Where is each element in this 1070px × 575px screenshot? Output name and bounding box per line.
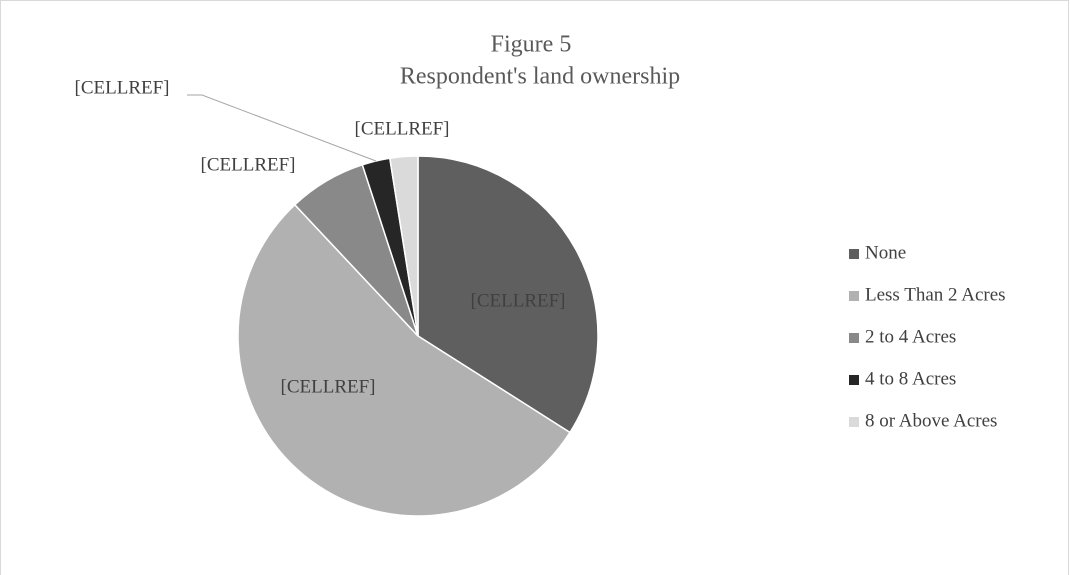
pie-slice	[417, 155, 599, 434]
pie-slice	[388, 155, 419, 337]
data-label: [CELLREF]	[471, 290, 566, 311]
legend-label: 4 to 8 Acres	[865, 368, 956, 389]
legend-label: 2 to 4 Acres	[865, 326, 956, 347]
chart-title: Figure 5	[491, 32, 572, 58]
data-label: [CELLREF]	[75, 77, 170, 98]
legend-swatch	[849, 291, 859, 301]
leader-line	[187, 94, 377, 162]
data-label: [CELLREF]	[355, 118, 450, 139]
chart-subtitle: Respondent's land ownership	[400, 64, 680, 90]
pie-slice	[237, 203, 572, 517]
legend-swatch	[849, 333, 859, 343]
legend-swatch	[849, 375, 859, 385]
legend-label: None	[865, 242, 906, 263]
legend-swatch	[849, 249, 859, 259]
legend-swatch	[849, 417, 859, 427]
data-label: [CELLREF]	[201, 154, 296, 175]
data-label: [CELLREF]	[281, 376, 376, 397]
legend-label: 8 or Above Acres	[865, 410, 997, 431]
legend-label: Less Than 2 Acres	[865, 284, 1006, 305]
